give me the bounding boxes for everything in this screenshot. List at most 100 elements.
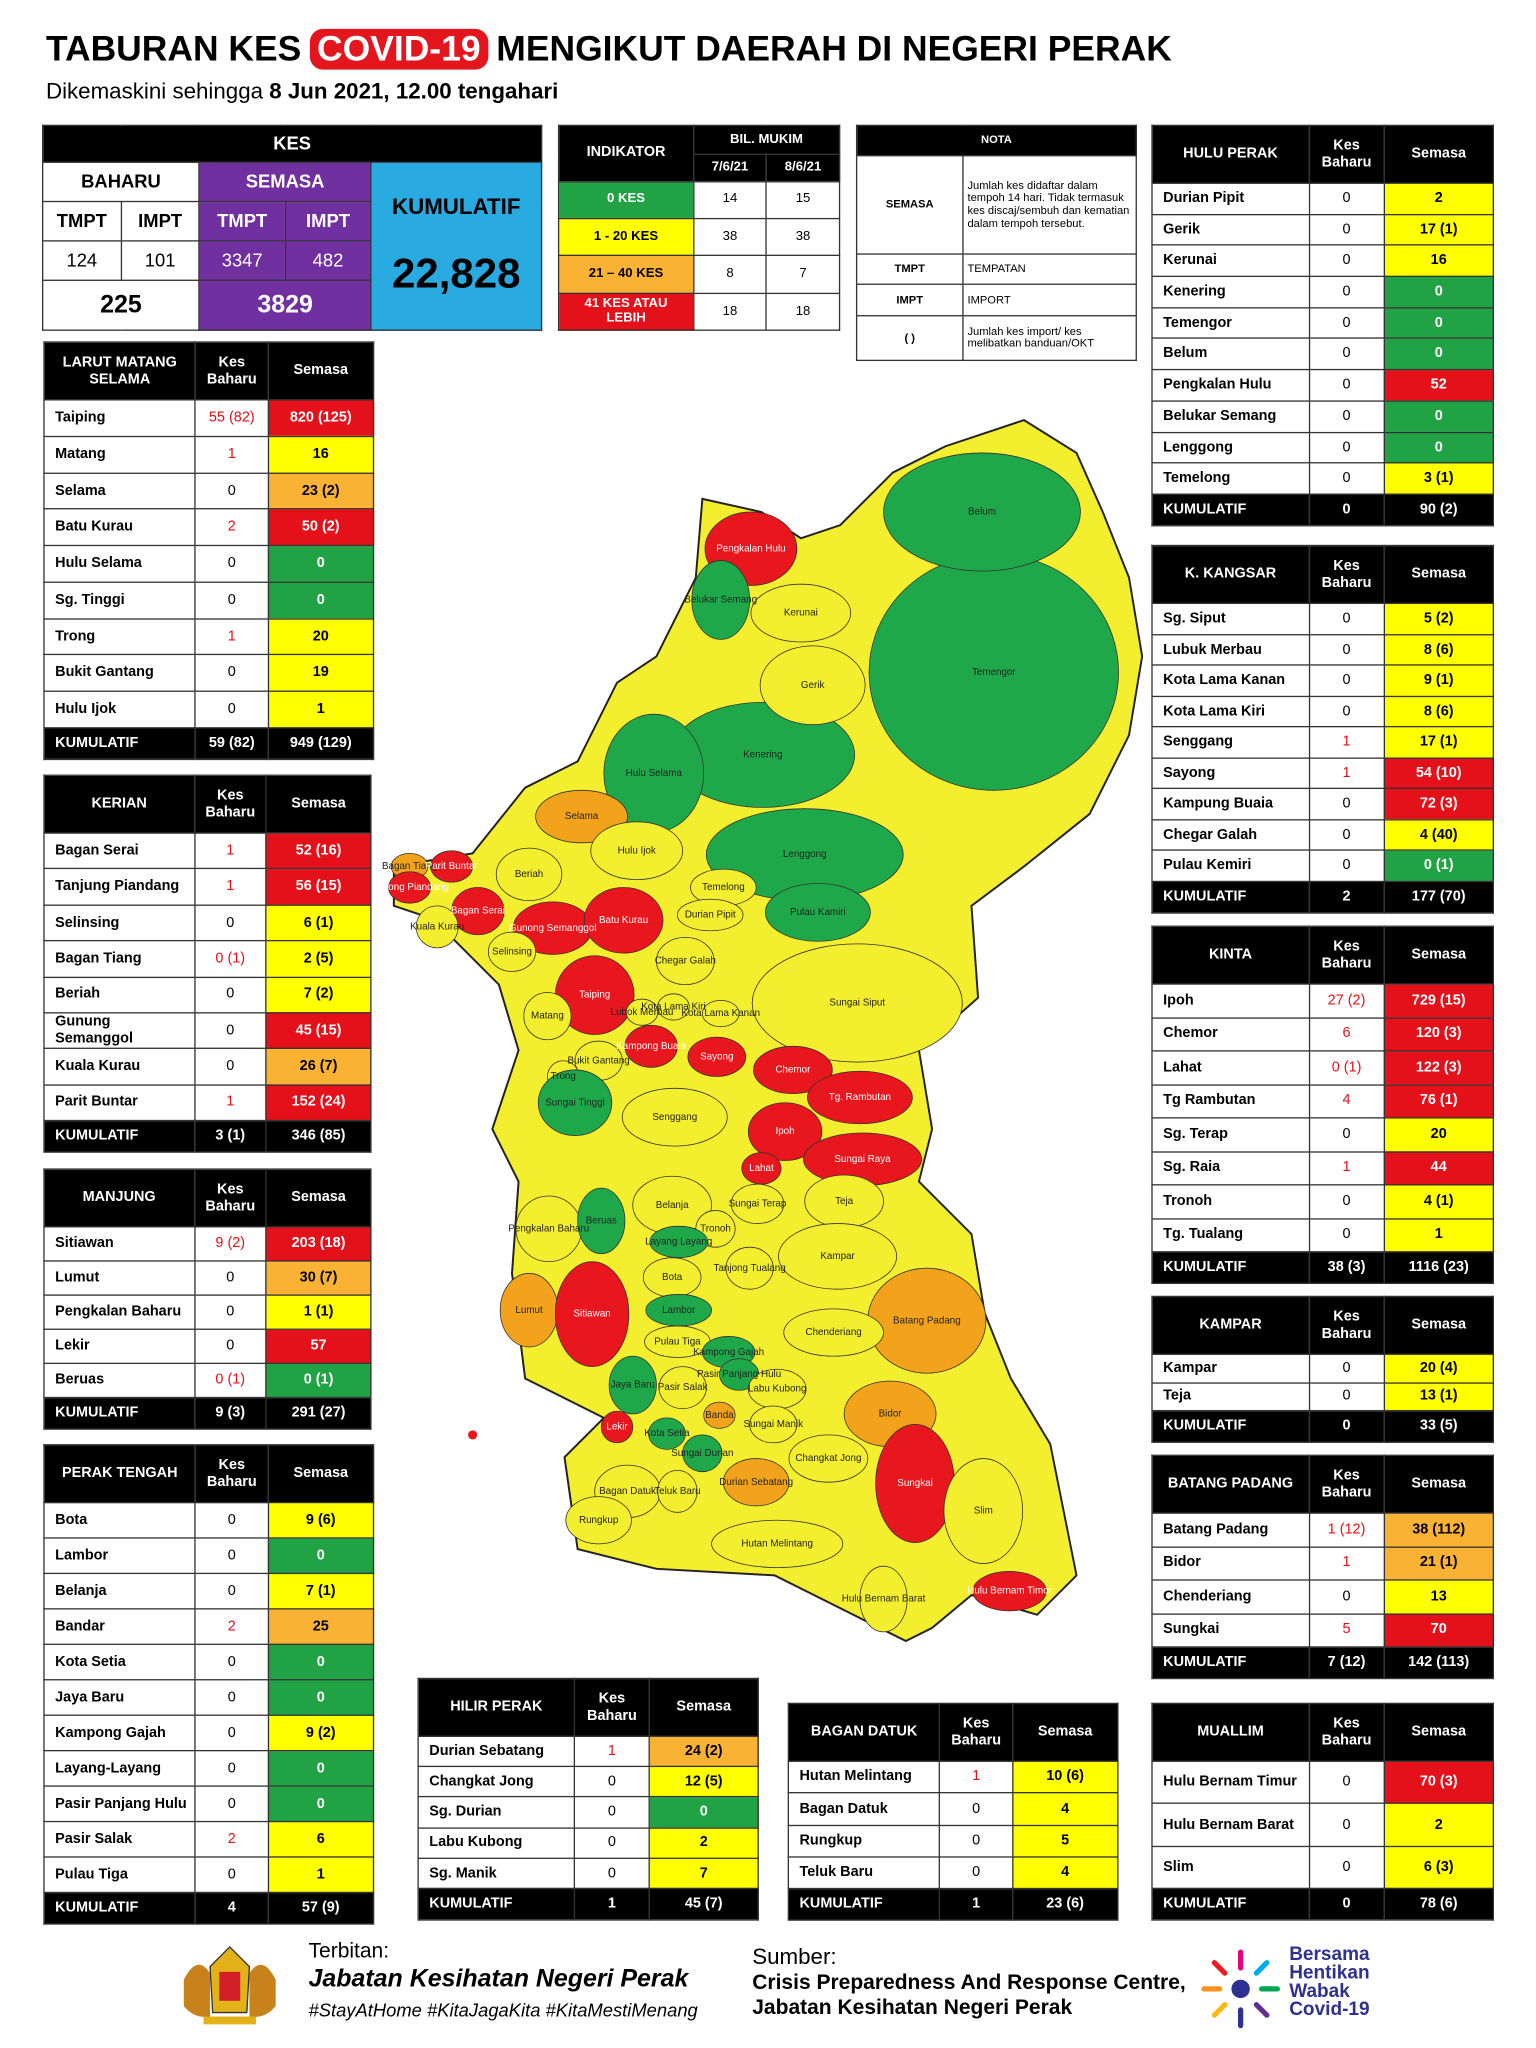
district-table: K. KANGSAR Kes Baharu Semasa Sg. Siput 0 5 (2… <box>1151 544 1494 914</box>
kes-kumulatif-value: 22,828 <box>391 249 521 297</box>
kes-semasa: 4 <box>1011 1855 1119 1890</box>
kes-semasa: 0 (1) <box>1383 849 1494 883</box>
title-text: TABURAN KES <box>45 28 302 69</box>
kes-sub: TMPT <box>198 200 286 242</box>
district-row: Bagan Serai 1 52 (16) <box>43 832 372 870</box>
kes-semasa: 9 (2) <box>267 1714 375 1752</box>
kes-baharu: 0 <box>1308 462 1385 495</box>
district-title: LARUT MATANG SELAMA <box>43 341 197 401</box>
indikator-value: 18 <box>765 292 841 331</box>
map-label: Kota Setia <box>644 1428 690 1439</box>
kes-semasa: 122 (3) <box>1383 1050 1494 1086</box>
kes-baharu: 0 <box>1308 788 1385 821</box>
district-title: KAMPAR <box>1151 1295 1310 1355</box>
map-label: Selinsing <box>492 946 532 957</box>
kes-semasa: 0 <box>1383 400 1494 433</box>
district-row: Sg. Manik 0 7 <box>417 1857 759 1890</box>
kes-baharu: 0 <box>1308 244 1385 278</box>
column-header: Semasa <box>1383 544 1494 604</box>
kes-semasa: 203 (18) <box>265 1226 372 1262</box>
district-row: Bandar 2 25 <box>43 1608 375 1645</box>
district-row: Selinsing 0 6 (1) <box>43 904 372 942</box>
map-label: Labu Kubong <box>748 1384 806 1395</box>
total-label: KUMULATIF <box>1151 1409 1310 1443</box>
kes-semasa: 13 <box>1383 1579 1494 1615</box>
kes-baharu: 1 <box>194 435 269 474</box>
kes-value: 482 <box>284 240 372 281</box>
district-row: Batang Padang 1 (12) 38 (112) <box>1151 1512 1494 1548</box>
kes-semasa: 20 <box>1383 1117 1494 1152</box>
district-row: Senggang 1 17 (1) <box>1151 726 1494 759</box>
kes-total: 3829 <box>198 279 372 331</box>
map-label: Kampong Gajah <box>693 1347 764 1358</box>
district-row: Pasir Panjang Hulu 0 0 <box>43 1785 375 1823</box>
total-semasa: 177 (70) <box>1383 880 1494 914</box>
map-region <box>677 898 744 932</box>
kes-semasa: 0 (1) <box>265 1362 372 1399</box>
kes-value: 101 <box>120 240 200 281</box>
kes-baharu: 0 <box>194 1749 269 1787</box>
kes-semasa: 4 (40) <box>1383 818 1494 852</box>
total-row: KUMULATIF 9 (3) 291 (27) <box>43 1396 372 1430</box>
indikator-header: BIL. MUKIM <box>692 124 841 156</box>
area-name: Temengor <box>1151 306 1310 340</box>
kes-baharu: 0 <box>1308 849 1385 883</box>
map-label: Trong <box>551 1071 576 1082</box>
total-baharu: 38 (3) <box>1308 1251 1385 1284</box>
map-label: Pasir Salak <box>658 1382 708 1393</box>
district-row: Ipoh 27 (2) 729 (15) <box>1151 983 1494 1019</box>
column-header: Semasa <box>265 774 372 834</box>
map-label: Sungai Tinggi <box>545 1097 605 1108</box>
district-row: Sg. Terap 0 20 <box>1151 1117 1494 1152</box>
district-row: Lekir 0 57 <box>43 1328 372 1365</box>
area-name: Sg. Manik <box>417 1857 576 1890</box>
logo-line: Wabak <box>1289 1981 1350 2003</box>
total-semasa: 23 (6) <box>1011 1887 1119 1921</box>
kes-baharu: 1 <box>193 832 267 870</box>
kes-baharu: 0 <box>1308 1381 1385 1412</box>
column-header: Kes Baharu <box>1308 1295 1385 1355</box>
column-header: Semasa <box>1383 925 1494 985</box>
map-region <box>972 1571 1047 1612</box>
map-region <box>430 850 474 883</box>
indikator-value: 18 <box>692 292 768 331</box>
area-name: Rungkup <box>787 1824 941 1858</box>
area-name: Teluk Baru <box>787 1855 941 1890</box>
map-region <box>625 998 659 1026</box>
column-header: Kes Baharu <box>1308 1702 1385 1762</box>
district-row: Hulu Ijok 0 1 <box>43 690 375 729</box>
kes-baharu: 1 (12) <box>1308 1512 1385 1548</box>
map-region <box>523 992 572 1041</box>
kes-baharu: 0 <box>194 1714 269 1752</box>
map-label: Bagan Tiang <box>382 861 437 872</box>
kes-baharu: 0 <box>194 1785 269 1823</box>
map-label: Temengor <box>972 667 1016 678</box>
nota-row: IMPT IMPORT <box>855 284 1137 317</box>
area-name: Lekir <box>43 1328 195 1365</box>
map-region <box>759 645 866 726</box>
kes-semasa: 16 <box>1383 244 1494 278</box>
nota-key: IMPT <box>855 284 964 317</box>
kes-baharu: 9 (2) <box>193 1226 267 1262</box>
district-row: Batu Kurau 2 50 (2) <box>43 508 375 547</box>
kes-baharu: 0 <box>1308 275 1385 309</box>
kes-semasa: 152 (24) <box>265 1083 372 1122</box>
total-row: KUMULATIF 0 78 (6) <box>1151 1887 1494 1921</box>
map-label: Pasir Panjang Hulu <box>697 1369 781 1380</box>
kes-semasa: 0 <box>1383 337 1494 371</box>
header-row: KINTA Kes Baharu Semasa <box>1151 925 1494 985</box>
header-row: BATANG PADANG Kes Baharu Semasa <box>1151 1454 1494 1514</box>
kes-semasa: 12 (5) <box>648 1765 759 1798</box>
area-name: Pulau Kemiri <box>1151 849 1310 883</box>
map-label: Bukit Gantang <box>567 1055 629 1066</box>
indikator-date: 7/6/21 <box>692 153 768 182</box>
kes-semasa: 820 (125) <box>267 399 375 437</box>
map-region <box>747 1102 823 1161</box>
total-baharu: 7 (12) <box>1308 1646 1385 1680</box>
area-name: Belukar Semang <box>1151 400 1310 433</box>
area-name: Bagan Datuk <box>787 1792 941 1826</box>
kes-baharu: 0 (1) <box>193 1362 267 1399</box>
area-name: Sg. Raia <box>1151 1150 1310 1186</box>
